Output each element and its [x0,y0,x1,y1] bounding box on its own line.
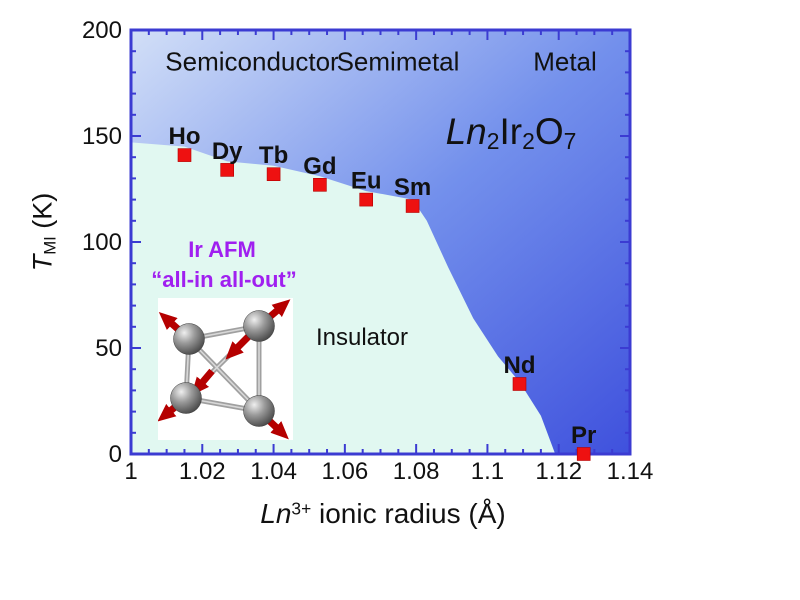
data-point-ho[interactable] [177,148,192,162]
data-point-dy[interactable] [220,163,234,177]
point-label-eu: Eu [351,168,382,195]
x-tick-label-1.14: 1.14 [607,458,654,485]
data-point-sm[interactable] [405,199,420,213]
data-point-gd[interactable] [313,178,327,192]
point-label-ho: Ho [169,123,201,150]
x-tick-label-1.1: 1.1 [471,458,504,485]
region-label-insulator: Insulator [315,324,409,351]
x-tick-label-1.04: 1.04 [250,458,297,485]
region-label-semimetal: Semimetal [336,46,460,77]
chart-title: Ln2Ir2O7 [445,110,577,155]
annotation-all-in-all-out: “all-in all-out” [151,267,297,292]
y-tick-label-150: 150 [82,123,122,150]
data-point-pr[interactable] [576,447,591,461]
y-axis-label: TMI (K) [27,192,60,272]
point-label-dy: Dy [212,138,243,165]
region-label-semiconductor: Semiconductor [165,46,339,77]
point-label-tb: Tb [259,142,288,169]
inset-crystal-structure [158,298,293,440]
point-label-pr: Pr [571,422,596,449]
x-tick-label-1.06: 1.06 [321,458,368,485]
x-tick-label-1.12: 1.12 [535,458,582,485]
annotation-ir-afm: Ir AFM [188,237,256,262]
x-axis-label: Ln3+ ionic radius (Å) [260,498,506,529]
y-tick-label-50: 50 [95,335,122,362]
y-tick-label-100: 100 [82,229,122,256]
region-label-metal: Metal [533,46,597,77]
y-tick-label-200: 200 [82,17,122,44]
ir-atoms [170,310,275,427]
x-tick-label-1.02: 1.02 [179,458,226,485]
plot-frame [129,28,632,456]
x-tick-label-1.08: 1.08 [393,458,440,485]
tetrahedron-spin-diagram [158,299,291,440]
point-label-sm: Sm [394,174,431,201]
x-tick-label-1: 1 [124,458,137,485]
point-label-nd: Nd [504,352,536,379]
data-point-nd[interactable] [512,377,527,391]
point-label-gd: Gd [303,153,336,180]
y-tick-label-0: 0 [109,441,122,468]
data-point-tb[interactable] [266,167,281,181]
data-point-eu[interactable] [359,192,374,207]
